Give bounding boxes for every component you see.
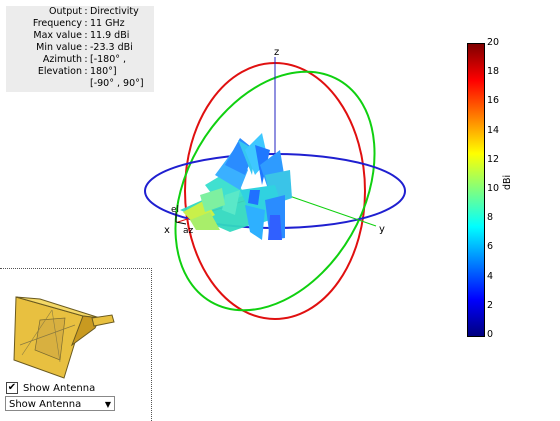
y-axis-label: y: [379, 224, 385, 235]
info-label: Elevation: [37, 66, 82, 77]
info-row-elevation: Elevation:180°]: [6, 66, 154, 78]
colorbar-tick: 20: [487, 37, 500, 48]
antenna-view-dropdown[interactable]: Show Antenna ▼: [5, 396, 115, 411]
colorbar-tick: 4: [487, 271, 494, 282]
colorbar-tick: 18: [487, 66, 500, 77]
info-value: [-180° ,: [90, 54, 127, 65]
info-elevation-range: [-90° , 90°]: [90, 78, 144, 89]
info-value: -23.3 dBi: [90, 42, 133, 53]
colorbar: [467, 43, 485, 337]
info-label: Frequency: [32, 18, 82, 29]
info-value: 180°]: [90, 66, 117, 77]
show-antenna-checkbox[interactable]: ✔: [6, 382, 18, 394]
z-axis-label: z: [274, 47, 279, 58]
info-row-max: Max value:11.9 dBi: [6, 30, 154, 42]
radiation-lobe: [180, 133, 292, 240]
elevation-ring-green: [174, 70, 376, 312]
colorbar-unit-label: dBi: [502, 174, 513, 190]
colorbar-tick: 2: [487, 300, 494, 311]
show-antenna-label: Show Antenna: [23, 382, 96, 394]
mini-axes-indicator: [175, 212, 187, 225]
colorbar-tick: 8: [487, 212, 494, 223]
info-value: 11 GHz: [90, 18, 125, 29]
colorbar-tick: 10: [487, 183, 500, 194]
chevron-down-icon[interactable]: ▼: [104, 400, 111, 409]
antenna-preview: [13, 296, 115, 379]
info-row-frequency: Frequency:11 GHz: [6, 18, 154, 30]
show-antenna-checkbox-row[interactable]: ✔ Show Antenna: [6, 382, 95, 394]
info-label: Azimuth: [42, 54, 82, 65]
info-label: Min value: [36, 42, 82, 53]
info-value: Directivity: [90, 6, 139, 17]
info-panel: Output: Directivity Frequency:11 GHz Max …: [6, 6, 154, 92]
el-axis-label: el: [171, 205, 179, 215]
x-axis-label: x: [164, 225, 170, 236]
antenna-preview-panel: [0, 268, 152, 421]
colorbar-tick: 0: [487, 329, 494, 340]
info-row-output: Output: Directivity: [6, 6, 154, 18]
info-label: Output: [49, 6, 82, 17]
info-label: Max value: [33, 30, 82, 41]
info-row-azimuth: Azimuth: [-180° ,: [6, 54, 154, 66]
az-axis-label: az: [183, 226, 194, 236]
colorbar-tick: 6: [487, 241, 494, 252]
colorbar-tick: 14: [487, 125, 500, 136]
dropdown-selected-value: Show Antenna: [9, 399, 82, 410]
info-value: 11.9 dBi: [90, 30, 130, 41]
colorbar-tick: 16: [487, 95, 500, 106]
colorbar-tick: 12: [487, 154, 500, 165]
info-row-min: Min value: -23.3 dBi: [6, 42, 154, 54]
